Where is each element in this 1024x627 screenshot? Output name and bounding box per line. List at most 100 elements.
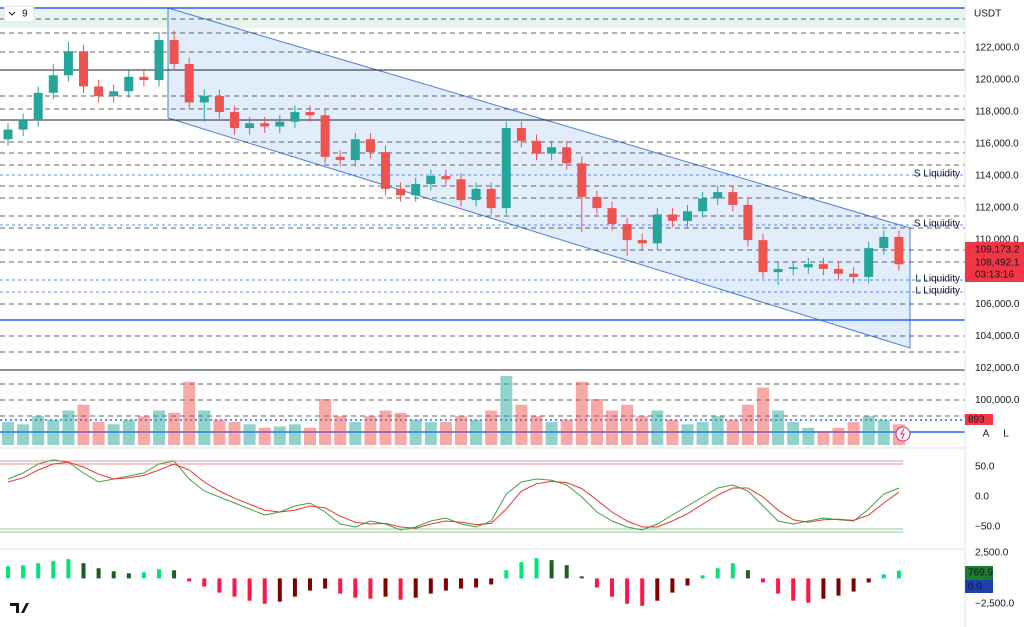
candle-body bbox=[486, 188, 496, 209]
histogram-bar bbox=[534, 558, 539, 579]
volume-bar bbox=[168, 412, 181, 445]
candle-body bbox=[3, 129, 13, 140]
histogram-bar bbox=[51, 561, 56, 579]
candle-body bbox=[547, 147, 557, 154]
candle-body bbox=[396, 188, 406, 196]
volume-bar bbox=[258, 427, 271, 445]
volume-bar bbox=[455, 416, 467, 445]
volume-bar bbox=[183, 381, 196, 445]
volume-bar bbox=[711, 416, 724, 445]
histogram-bar bbox=[730, 563, 735, 579]
volume-bar bbox=[681, 424, 694, 445]
histogram-bar bbox=[489, 578, 494, 585]
volume-bar bbox=[651, 410, 664, 445]
histogram-bar bbox=[836, 578, 841, 596]
signal-box bbox=[965, 580, 993, 593]
candle-body bbox=[758, 240, 768, 273]
candle-body bbox=[562, 147, 572, 164]
histogram-bar bbox=[111, 571, 116, 579]
histogram-bar bbox=[66, 559, 71, 579]
price-label: 109,173.2 bbox=[975, 245, 1020, 256]
volume-bar bbox=[379, 410, 392, 445]
candle-body bbox=[109, 91, 119, 97]
histogram-bar bbox=[896, 570, 901, 579]
histogram-bar bbox=[202, 578, 207, 587]
candle-body bbox=[894, 236, 904, 265]
volume-bar bbox=[319, 399, 332, 445]
volume-bar bbox=[2, 422, 14, 445]
volume-bar bbox=[802, 427, 815, 445]
candle-body bbox=[728, 192, 738, 205]
candle-body bbox=[879, 236, 889, 249]
volume-box bbox=[965, 414, 993, 425]
logo bbox=[10, 603, 29, 613]
volume-bar bbox=[726, 419, 739, 445]
histogram-bar bbox=[383, 578, 388, 597]
osc-line bbox=[7, 459, 900, 531]
hist-label: 769.9 bbox=[968, 568, 993, 579]
candle-body bbox=[245, 123, 255, 129]
candle-body bbox=[18, 120, 28, 130]
histogram-bar bbox=[579, 576, 584, 579]
candle-body bbox=[713, 192, 723, 199]
histogram-bar bbox=[323, 578, 328, 589]
volume-bar bbox=[364, 416, 377, 445]
candle-body bbox=[63, 51, 73, 76]
histogram-bar bbox=[881, 574, 886, 579]
candle-body bbox=[94, 86, 104, 97]
y-tick-label: 102,000.0 bbox=[975, 363, 1020, 374]
histogram-bar bbox=[745, 570, 750, 579]
histogram-bar bbox=[172, 570, 177, 579]
volume-bar bbox=[77, 404, 90, 445]
candle-body bbox=[79, 51, 88, 87]
histogram-bar bbox=[776, 578, 781, 594]
candle-body bbox=[501, 128, 511, 209]
volume-bar bbox=[757, 387, 769, 445]
histogram-bar bbox=[398, 578, 403, 600]
candle-body bbox=[652, 214, 662, 244]
liquidity-label: S Liquidity bbox=[914, 219, 960, 230]
price-box bbox=[965, 242, 1024, 282]
y-tick-label: 118,000.0 bbox=[975, 107, 1019, 118]
histogram-bar bbox=[277, 578, 282, 602]
log-button[interactable]: L bbox=[1003, 429, 1009, 440]
candle-body bbox=[411, 184, 421, 196]
histogram-bar bbox=[685, 578, 690, 586]
candle-body bbox=[199, 96, 209, 103]
liquidity-label: L Liquidity bbox=[915, 286, 960, 297]
candle-body bbox=[169, 40, 179, 65]
interval: 9 bbox=[22, 9, 28, 20]
histogram-bar bbox=[655, 578, 660, 601]
histogram-bar bbox=[610, 578, 614, 597]
volume-bar bbox=[228, 422, 241, 445]
volume-bar bbox=[198, 410, 211, 445]
volume-bar bbox=[515, 404, 528, 445]
candle-body bbox=[381, 152, 390, 189]
histogram-bar bbox=[519, 562, 524, 579]
candle-body bbox=[139, 76, 149, 81]
histogram-bar bbox=[247, 578, 252, 601]
volume-bar bbox=[772, 410, 785, 445]
histogram-bar bbox=[851, 578, 856, 592]
histogram-bar bbox=[549, 560, 554, 579]
candle-body bbox=[456, 179, 466, 201]
candle-body bbox=[471, 188, 481, 201]
histogram-bar bbox=[338, 578, 343, 594]
volume-bar bbox=[560, 419, 573, 445]
histogram-bar bbox=[413, 578, 418, 598]
auto-button[interactable]: A bbox=[983, 429, 990, 440]
volume-bar bbox=[394, 412, 407, 445]
osc-line bbox=[7, 461, 900, 529]
currency: USDT bbox=[974, 9, 1001, 20]
y-tick-label: 116,000.0 bbox=[975, 139, 1019, 150]
candle-body bbox=[320, 115, 330, 157]
candle-body bbox=[637, 240, 647, 244]
candle-body bbox=[773, 268, 783, 273]
volume-bar bbox=[530, 416, 543, 445]
interval-box[interactable] bbox=[3, 5, 35, 23]
candle-body bbox=[818, 264, 828, 269]
volume-bar bbox=[17, 424, 30, 445]
volume-bar bbox=[92, 422, 105, 445]
candle-body bbox=[849, 273, 859, 277]
